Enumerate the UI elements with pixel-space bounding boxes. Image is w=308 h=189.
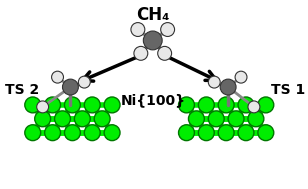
Circle shape: [238, 125, 254, 141]
Text: TS 1: TS 1: [270, 83, 305, 97]
Circle shape: [134, 46, 148, 60]
Circle shape: [55, 111, 71, 127]
Circle shape: [220, 79, 236, 95]
Circle shape: [179, 125, 194, 141]
Circle shape: [218, 97, 234, 113]
Circle shape: [179, 97, 194, 113]
Circle shape: [78, 76, 90, 88]
Text: CH₄: CH₄: [136, 6, 169, 24]
Circle shape: [104, 125, 120, 141]
Circle shape: [161, 23, 175, 36]
Circle shape: [63, 79, 78, 95]
Circle shape: [158, 46, 172, 60]
Circle shape: [198, 97, 214, 113]
Circle shape: [248, 111, 264, 127]
Circle shape: [208, 76, 220, 88]
Circle shape: [248, 101, 260, 113]
Circle shape: [218, 125, 234, 141]
Circle shape: [84, 125, 100, 141]
Circle shape: [131, 23, 145, 36]
Circle shape: [188, 111, 204, 127]
Circle shape: [258, 97, 274, 113]
Circle shape: [84, 97, 100, 113]
Circle shape: [104, 97, 120, 113]
Circle shape: [25, 125, 41, 141]
Circle shape: [25, 97, 41, 113]
Circle shape: [228, 111, 244, 127]
Circle shape: [64, 97, 80, 113]
Circle shape: [258, 125, 274, 141]
Circle shape: [37, 101, 49, 113]
Circle shape: [51, 71, 63, 83]
Circle shape: [35, 111, 51, 127]
Circle shape: [143, 31, 162, 50]
Circle shape: [235, 71, 247, 83]
Text: Ni{100}: Ni{100}: [120, 93, 185, 107]
Circle shape: [75, 111, 90, 127]
Circle shape: [238, 97, 254, 113]
Circle shape: [94, 111, 110, 127]
Text: TS 2: TS 2: [5, 83, 39, 97]
Circle shape: [45, 125, 60, 141]
Circle shape: [198, 125, 214, 141]
Circle shape: [45, 97, 60, 113]
Circle shape: [64, 125, 80, 141]
Circle shape: [208, 111, 224, 127]
